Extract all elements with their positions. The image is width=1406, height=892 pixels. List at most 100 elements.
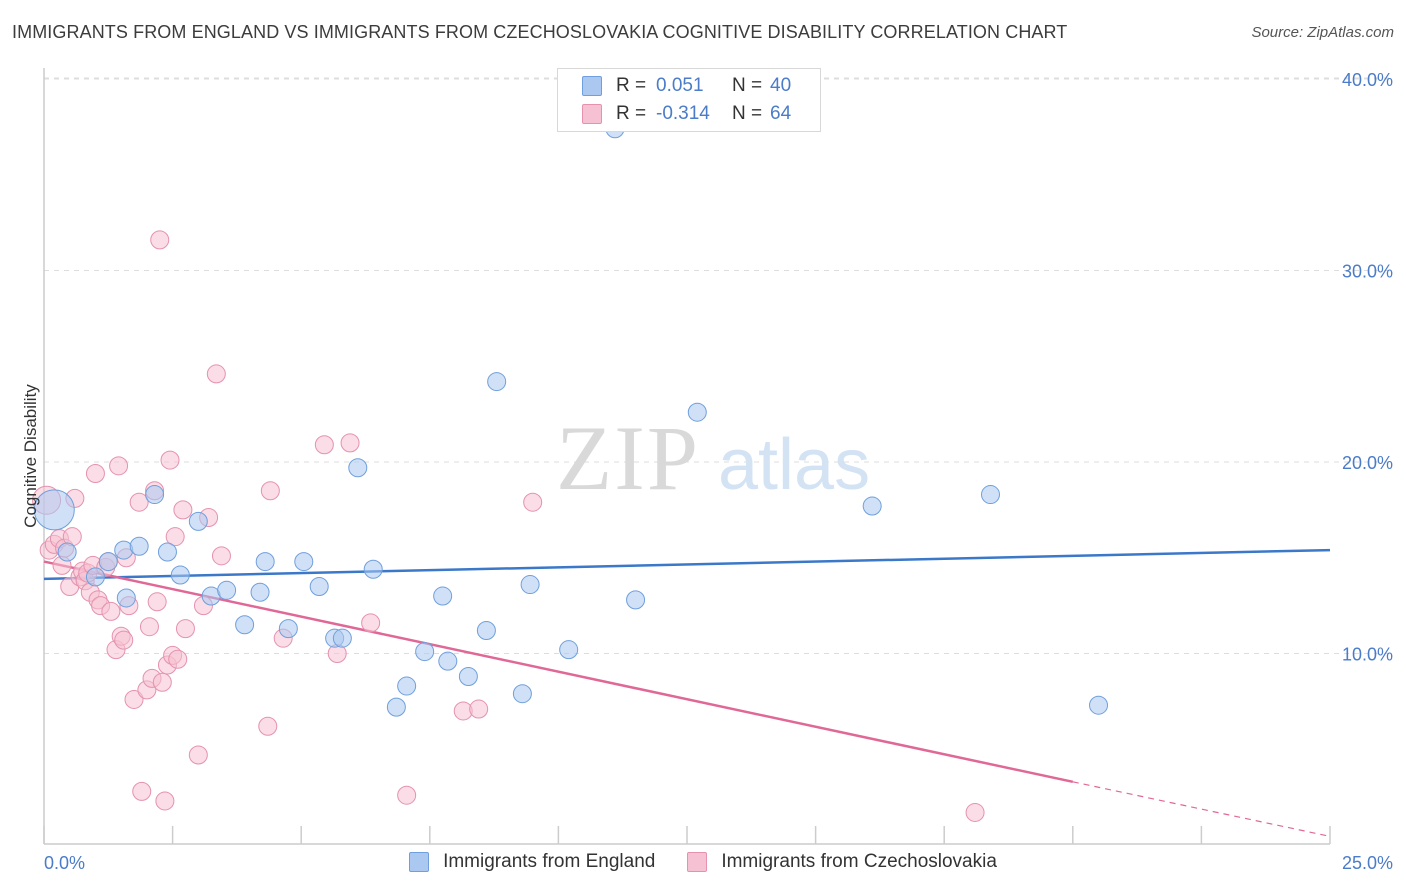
legend-swatch-czech [687, 852, 708, 872]
czech-point [965, 802, 985, 822]
england-point [188, 511, 208, 531]
axis-layer: 10.0% 20.0% 30.0% 40.0% [43, 68, 1393, 845]
england-point [57, 542, 77, 562]
legend-n-label: N = [732, 103, 763, 124]
x-tick-max: 25.0% [1342, 853, 1393, 873]
england-point [157, 542, 177, 562]
england-point [415, 642, 435, 662]
england-point [170, 565, 190, 585]
legend-swatch-czech [582, 104, 602, 124]
england-point [278, 619, 298, 639]
czech-point [85, 463, 105, 483]
y-tick-label: 40.0% [1342, 70, 1393, 90]
england-point [294, 552, 314, 572]
czech-point [152, 672, 172, 692]
czech-point [314, 435, 334, 455]
czech-point [165, 527, 185, 547]
england-point [559, 640, 579, 660]
england-point [862, 496, 882, 516]
y-tick-label: 30.0% [1342, 262, 1393, 282]
england-point [332, 628, 352, 648]
czech-point [523, 492, 543, 512]
czech-point [260, 481, 280, 501]
england-point [217, 580, 237, 600]
legend-item-czech: Immigrants from Czechoslovakia [687, 851, 997, 873]
czech-point [361, 613, 381, 633]
england-point [433, 586, 453, 606]
trend-layer [43, 548, 1331, 837]
czech-point [147, 592, 167, 612]
legend-label-england: Immigrants from England [443, 851, 656, 872]
czech-point [129, 492, 149, 512]
czech-point [206, 364, 226, 384]
england-point [98, 552, 118, 572]
england-point [348, 458, 368, 478]
england-point [386, 697, 406, 717]
legend-n-value: 40 [770, 75, 792, 96]
england-point [458, 666, 478, 686]
czech-point [175, 619, 195, 639]
czech-points [32, 230, 985, 822]
england-point [145, 485, 165, 505]
england-point [397, 676, 417, 696]
england-trend-line [43, 548, 1331, 581]
england-point [255, 552, 275, 572]
y-axis-label: Cognitive Disability [21, 384, 40, 528]
england-point [626, 590, 646, 610]
england-point [363, 559, 383, 579]
chart-title: IMMIGRANTS FROM ENGLAND VS IMMIGRANTS FR… [12, 22, 1068, 42]
england-point [487, 372, 507, 392]
y-tick-label: 20.0% [1342, 453, 1393, 473]
england-point [129, 536, 149, 556]
legend-row-czech: R = -0.314 N = 64 [582, 101, 791, 127]
england-points [33, 119, 1109, 717]
czech-point [114, 630, 134, 650]
england-point [520, 575, 540, 595]
england-point [235, 615, 255, 635]
series-legend: Immigrants from England Immigrants from … [0, 851, 1406, 873]
source-text: Source: ZipAtlas.com [1251, 24, 1394, 41]
england-point [250, 582, 270, 602]
england-point [438, 651, 458, 671]
legend-swatch-england [582, 76, 602, 96]
legend-r-value: 0.051 [656, 75, 704, 96]
england-point [1089, 695, 1109, 715]
england-point [512, 684, 532, 704]
czech-point [168, 649, 188, 669]
czech-point [101, 601, 121, 621]
legend-r-label: R = [616, 103, 647, 124]
czech-point [124, 689, 144, 709]
legend-n-value: 64 [770, 103, 792, 124]
england-point [309, 576, 329, 596]
czech-point [397, 785, 417, 805]
legend-r-value: -0.314 [656, 103, 710, 124]
legend-n-label: N = [732, 75, 763, 96]
grid-layer [44, 77, 1393, 654]
czech-point [258, 716, 278, 736]
czech-point [139, 617, 159, 637]
czech-point [132, 781, 152, 801]
czech-point [188, 745, 208, 765]
czech-point [109, 456, 129, 476]
y-tick-label: 10.0% [1342, 645, 1393, 665]
czech-point [211, 546, 231, 566]
czech-point [150, 230, 170, 250]
legend-r-label: R = [616, 75, 647, 96]
england-point [33, 489, 75, 531]
czech-point [160, 450, 180, 470]
england-point [980, 485, 1000, 505]
czech-point [469, 699, 489, 719]
legend-row-england: R = 0.051 N = 40 [582, 73, 791, 99]
legend-swatch-england [409, 852, 430, 872]
czech-point [173, 500, 193, 520]
legend-item-england: Immigrants from England [409, 851, 655, 873]
england-point [85, 567, 105, 587]
watermark-zip: ZIP [556, 407, 700, 509]
stats-legend: R = 0.051 N = 40 R = -0.314 N = 64 [557, 68, 821, 132]
czech-point [340, 433, 360, 453]
x-tick-min: 0.0% [44, 853, 85, 873]
england-point [116, 588, 136, 608]
watermark-atlas: atlas [718, 425, 870, 505]
england-point [476, 621, 496, 641]
